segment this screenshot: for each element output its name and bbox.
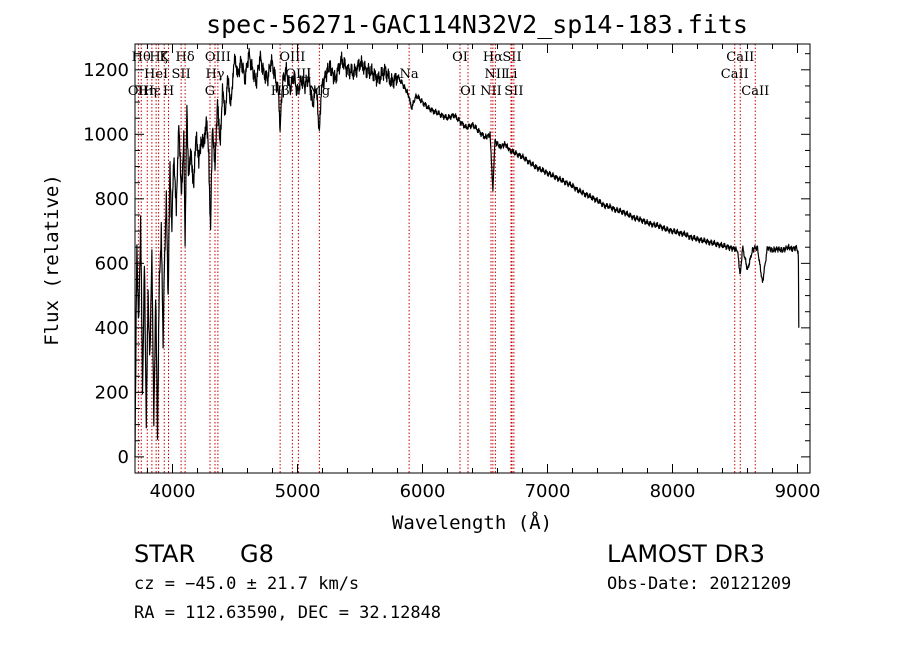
line-markers: OIIHθHηHεHeIHζKHSIIHδGHγOIIIHβOIIIOIIIMg…	[128, 44, 769, 473]
y-tick-label: 600	[95, 253, 129, 274]
axes: 4000 5000 6000 7000 8000 9000 0 200 400 600 800 100…	[83, 44, 820, 502]
line-marker-label: SII	[172, 67, 191, 82]
line-marker-label: G	[205, 84, 215, 99]
object-class: STAR	[134, 540, 196, 568]
line-marker-label: Hζ	[149, 50, 167, 65]
y-tick-label: 800	[95, 189, 129, 210]
y-tick-label: 200	[95, 382, 129, 403]
line-marker-label: Hδ	[176, 50, 195, 65]
line-marker-label: OIII	[279, 50, 305, 65]
line-marker-label: Na	[400, 67, 419, 82]
x-tick-label: 9000	[775, 481, 821, 502]
line-marker-label: CaII	[741, 84, 769, 99]
line-marker-label: SII	[504, 84, 523, 99]
x-tick-label: 5000	[275, 481, 321, 502]
chart-title: spec-56271-GAC114N32V2_sp14-183.fits	[206, 10, 748, 39]
line-marker-label: Li	[505, 67, 518, 82]
line-marker-label: Hβ	[271, 84, 290, 99]
x-tick-label: 4000	[150, 481, 196, 502]
x-tick-label: 8000	[650, 481, 696, 502]
line-marker-label: HeI	[144, 67, 168, 82]
line-marker-label: K	[159, 50, 169, 65]
spectrum-line	[134, 47, 800, 458]
coordinates: RA = 112.63590, DEC = 32.12848	[134, 603, 442, 623]
line-marker-label: H	[163, 84, 174, 99]
plot-frame	[134, 43, 811, 474]
line-marker-label: CaII	[726, 50, 754, 65]
x-axis-label: Wavelength (Å)	[392, 511, 552, 534]
y-axis-label: Flux (relative)	[41, 174, 63, 346]
redshift-velocity: cz = −45.0 ± 21.7 km/s	[134, 574, 360, 594]
y-tick-label: 1000	[83, 124, 129, 145]
line-marker-label: OI	[452, 50, 468, 65]
line-marker-label: OII	[128, 84, 149, 99]
line-marker-label: Hγ	[205, 67, 224, 82]
observation-date: Obs-Date: 20121209	[607, 574, 792, 594]
line-marker-label: Hα	[483, 50, 503, 65]
survey-name: LAMOST DR3	[607, 540, 765, 568]
y-tick-label: 400	[95, 318, 129, 339]
line-marker-label: NII	[480, 84, 502, 99]
line-marker-label: CaII	[721, 67, 749, 82]
line-marker-label: Hη	[138, 84, 157, 99]
line-marker-label: OIII	[205, 50, 231, 65]
x-tick-label: 6000	[400, 481, 446, 502]
spectral-subclass: G8	[240, 540, 274, 568]
y-tick-label: 0	[118, 447, 129, 468]
line-marker-label: NII	[485, 67, 507, 82]
y-tick-label: 1200	[83, 60, 129, 81]
x-tick-label: 7000	[525, 481, 571, 502]
line-marker-label: Hε	[143, 84, 161, 99]
line-marker-label: OI	[460, 84, 476, 99]
line-marker-label: SII	[502, 50, 521, 65]
